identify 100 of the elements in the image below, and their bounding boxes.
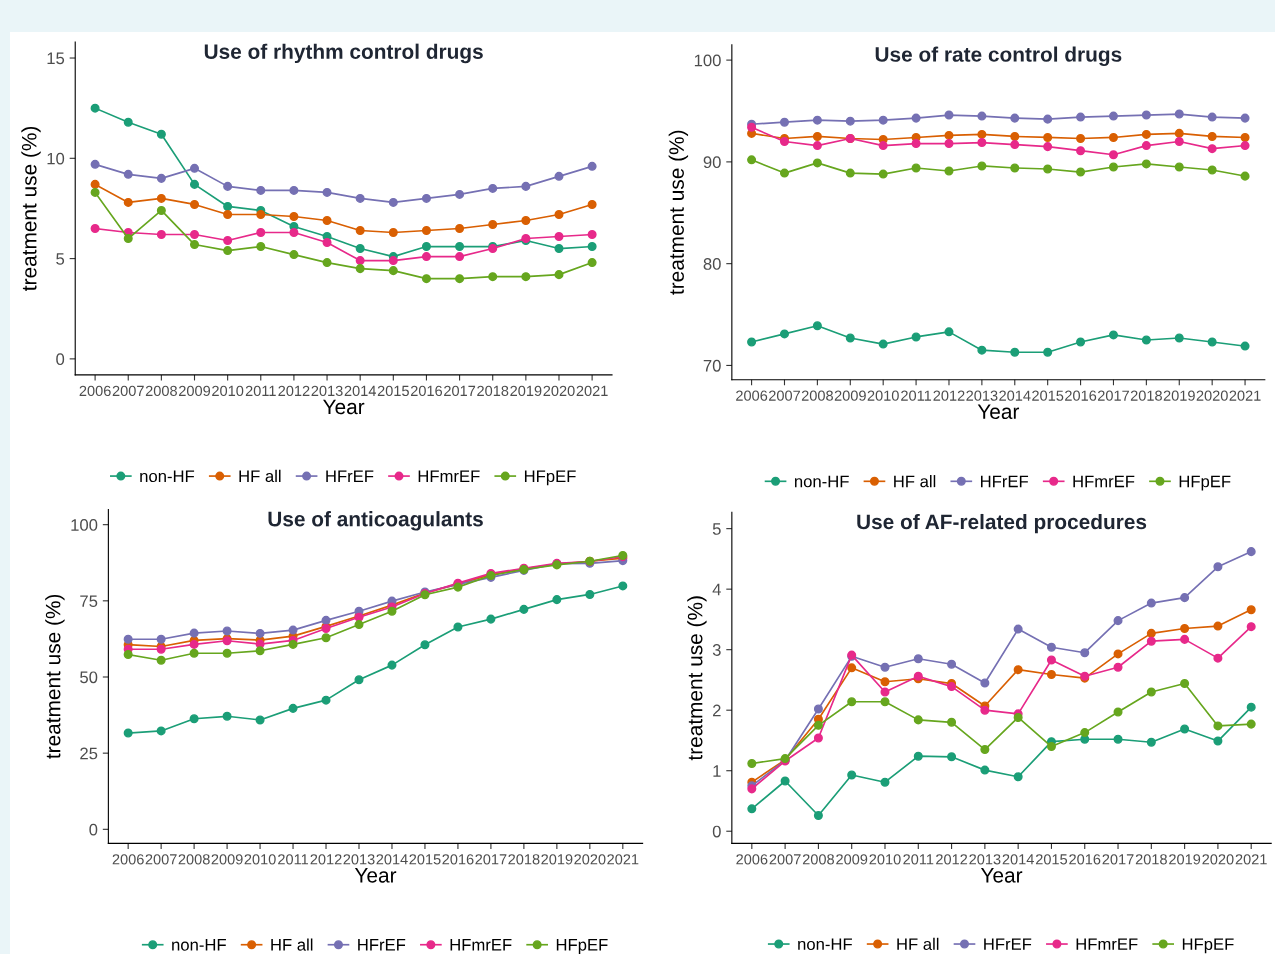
legend-label: non-HF — [140, 470, 195, 483]
y-tick-label: 2 — [713, 704, 721, 717]
x-tick-label: 2009 — [179, 385, 211, 397]
y-tick-label: 0 — [712, 825, 721, 838]
x-tick-label: 2020 — [574, 854, 606, 865]
legend-label: HF all — [894, 475, 936, 488]
legend-label: HFmrEF — [450, 939, 512, 951]
x-axis-title: Year — [980, 868, 1023, 883]
x-tick-label: 2021 — [1229, 390, 1261, 401]
x-tick-label: 2012 — [278, 385, 310, 397]
x-tick-label: 2015 — [409, 854, 441, 865]
legend-label: HFpEF — [524, 470, 576, 486]
y-tick-label: 80 — [703, 258, 721, 270]
x-tick-label: 2011 — [245, 385, 276, 397]
x-tick-label: 2017 — [1102, 854, 1134, 865]
legend-label: HFpEF — [556, 939, 608, 954]
x-tick-label: 2016 — [1065, 390, 1097, 401]
x-tick-label: 2018 — [1135, 854, 1167, 865]
legend-label: non-HF — [172, 939, 226, 951]
y-tick-label: 0 — [56, 353, 65, 366]
x-tick-label: 2009 — [211, 854, 243, 865]
x-tick-label: 2012 — [310, 854, 342, 865]
x-tick-label: 2015 — [1035, 854, 1068, 865]
x-tick-label: 2017 — [444, 385, 476, 397]
x-tick-label: 2018 — [1130, 390, 1162, 401]
y-tick-label: 5 — [712, 523, 721, 535]
x-tick-label: 2021 — [576, 385, 608, 397]
x-tick-label: 2009 — [836, 854, 868, 865]
chart-title: Use of anticoagulants — [268, 511, 483, 531]
x-tick-label: 2014 — [1002, 854, 1034, 865]
x-tick-label: 2019 — [510, 385, 542, 397]
x-tick-label: 2007 — [769, 854, 801, 865]
legend-label: non-HF — [798, 938, 852, 951]
x-tick-label: 2013 — [966, 390, 998, 401]
x-tick-label: 2016 — [442, 854, 474, 865]
x-tick-label: 2007 — [112, 385, 144, 397]
y-axis-title: treatment use (%) — [21, 126, 41, 291]
y-axis-title: treatment use (%) — [45, 594, 65, 759]
x-tick-label: 2021 — [607, 854, 639, 865]
x-tick-label: 2010 — [212, 385, 244, 397]
legend-label: HFmrEF — [418, 470, 480, 482]
x-tick-label: 2006 — [736, 390, 768, 401]
legend-label: non-HF — [794, 475, 849, 488]
y-tick-label: 70 — [703, 359, 721, 372]
x-tick-label: 2019 — [541, 854, 573, 865]
x-tick-label: 2008 — [145, 385, 177, 397]
x-tick-label: 2008 — [801, 390, 833, 401]
x-tick-label: 2016 — [1069, 854, 1101, 865]
x-tick-label: 2017 — [1097, 390, 1129, 401]
legend-label: HFrEF — [981, 475, 1029, 488]
x-tick-label: 2019 — [1169, 854, 1201, 865]
x-tick-label: 2011 — [903, 854, 934, 865]
y-tick-label: 10 — [47, 152, 65, 165]
chart-title: Use of AF-related procedures — [857, 513, 1147, 534]
legend-label: HFmrEF — [1073, 475, 1135, 488]
y-tick-label: 4 — [712, 583, 721, 596]
x-tick-label: 2008 — [178, 854, 210, 865]
y-tick-label: 1 — [713, 765, 721, 777]
y-tick-label: 5 — [56, 253, 65, 265]
chart-title: Use of rate control drugs — [875, 46, 1122, 67]
legend-label: HFpEF — [1179, 475, 1231, 491]
legend-label: HF all — [897, 937, 939, 951]
x-tick-label: 2013 — [311, 385, 343, 397]
x-tick-label: 2010 — [869, 854, 901, 865]
x-tick-label: 2018 — [508, 854, 540, 865]
x-tick-label: 2006 — [112, 854, 144, 865]
x-tick-label: 2010 — [244, 854, 276, 865]
x-axis-title: Year — [354, 868, 397, 883]
x-tick-label: 2012 — [936, 854, 968, 865]
x-tick-label: 2018 — [477, 385, 509, 397]
y-tick-label: 50 — [80, 671, 98, 684]
x-tick-label: 2017 — [475, 854, 507, 865]
x-tick-label: 2010 — [867, 390, 899, 401]
x-tick-label: 2016 — [410, 385, 443, 397]
y-tick-label: 90 — [703, 156, 721, 169]
x-tick-label: 2014 — [376, 854, 408, 865]
x-tick-label: 2012 — [933, 390, 965, 401]
x-tick-label: 2011 — [901, 390, 932, 401]
legend-label: HF all — [271, 938, 313, 951]
y-tick-label: 75 — [80, 595, 98, 608]
x-axis-title: Year — [977, 404, 1020, 420]
x-tick-label: 2020 — [543, 385, 575, 397]
x-tick-label: 2019 — [1163, 390, 1195, 401]
y-tick-label: 15 — [47, 52, 65, 65]
y-axis-title: treatment use (%) — [668, 130, 689, 295]
x-tick-label: 2011 — [278, 854, 309, 865]
x-tick-label: 2009 — [834, 390, 866, 401]
y-tick-label: 100 — [694, 54, 721, 67]
y-tick-label: 3 — [712, 644, 721, 656]
legend-label: HFrEF — [984, 938, 1032, 950]
y-tick-label: 0 — [89, 823, 98, 836]
x-tick-label: 2020 — [1196, 390, 1228, 401]
x-tick-label: 2013 — [343, 854, 375, 865]
y-axis-title: treatment use (%) — [687, 596, 707, 761]
chart-title: Use of rhythm control drugs — [204, 43, 483, 64]
legend-label: HFpEF — [1182, 938, 1234, 954]
x-tick-label: 2014 — [999, 390, 1031, 401]
x-tick-label: 2008 — [802, 854, 834, 865]
x-axis-title: Year — [323, 399, 365, 415]
x-tick-label: 2007 — [145, 854, 177, 865]
